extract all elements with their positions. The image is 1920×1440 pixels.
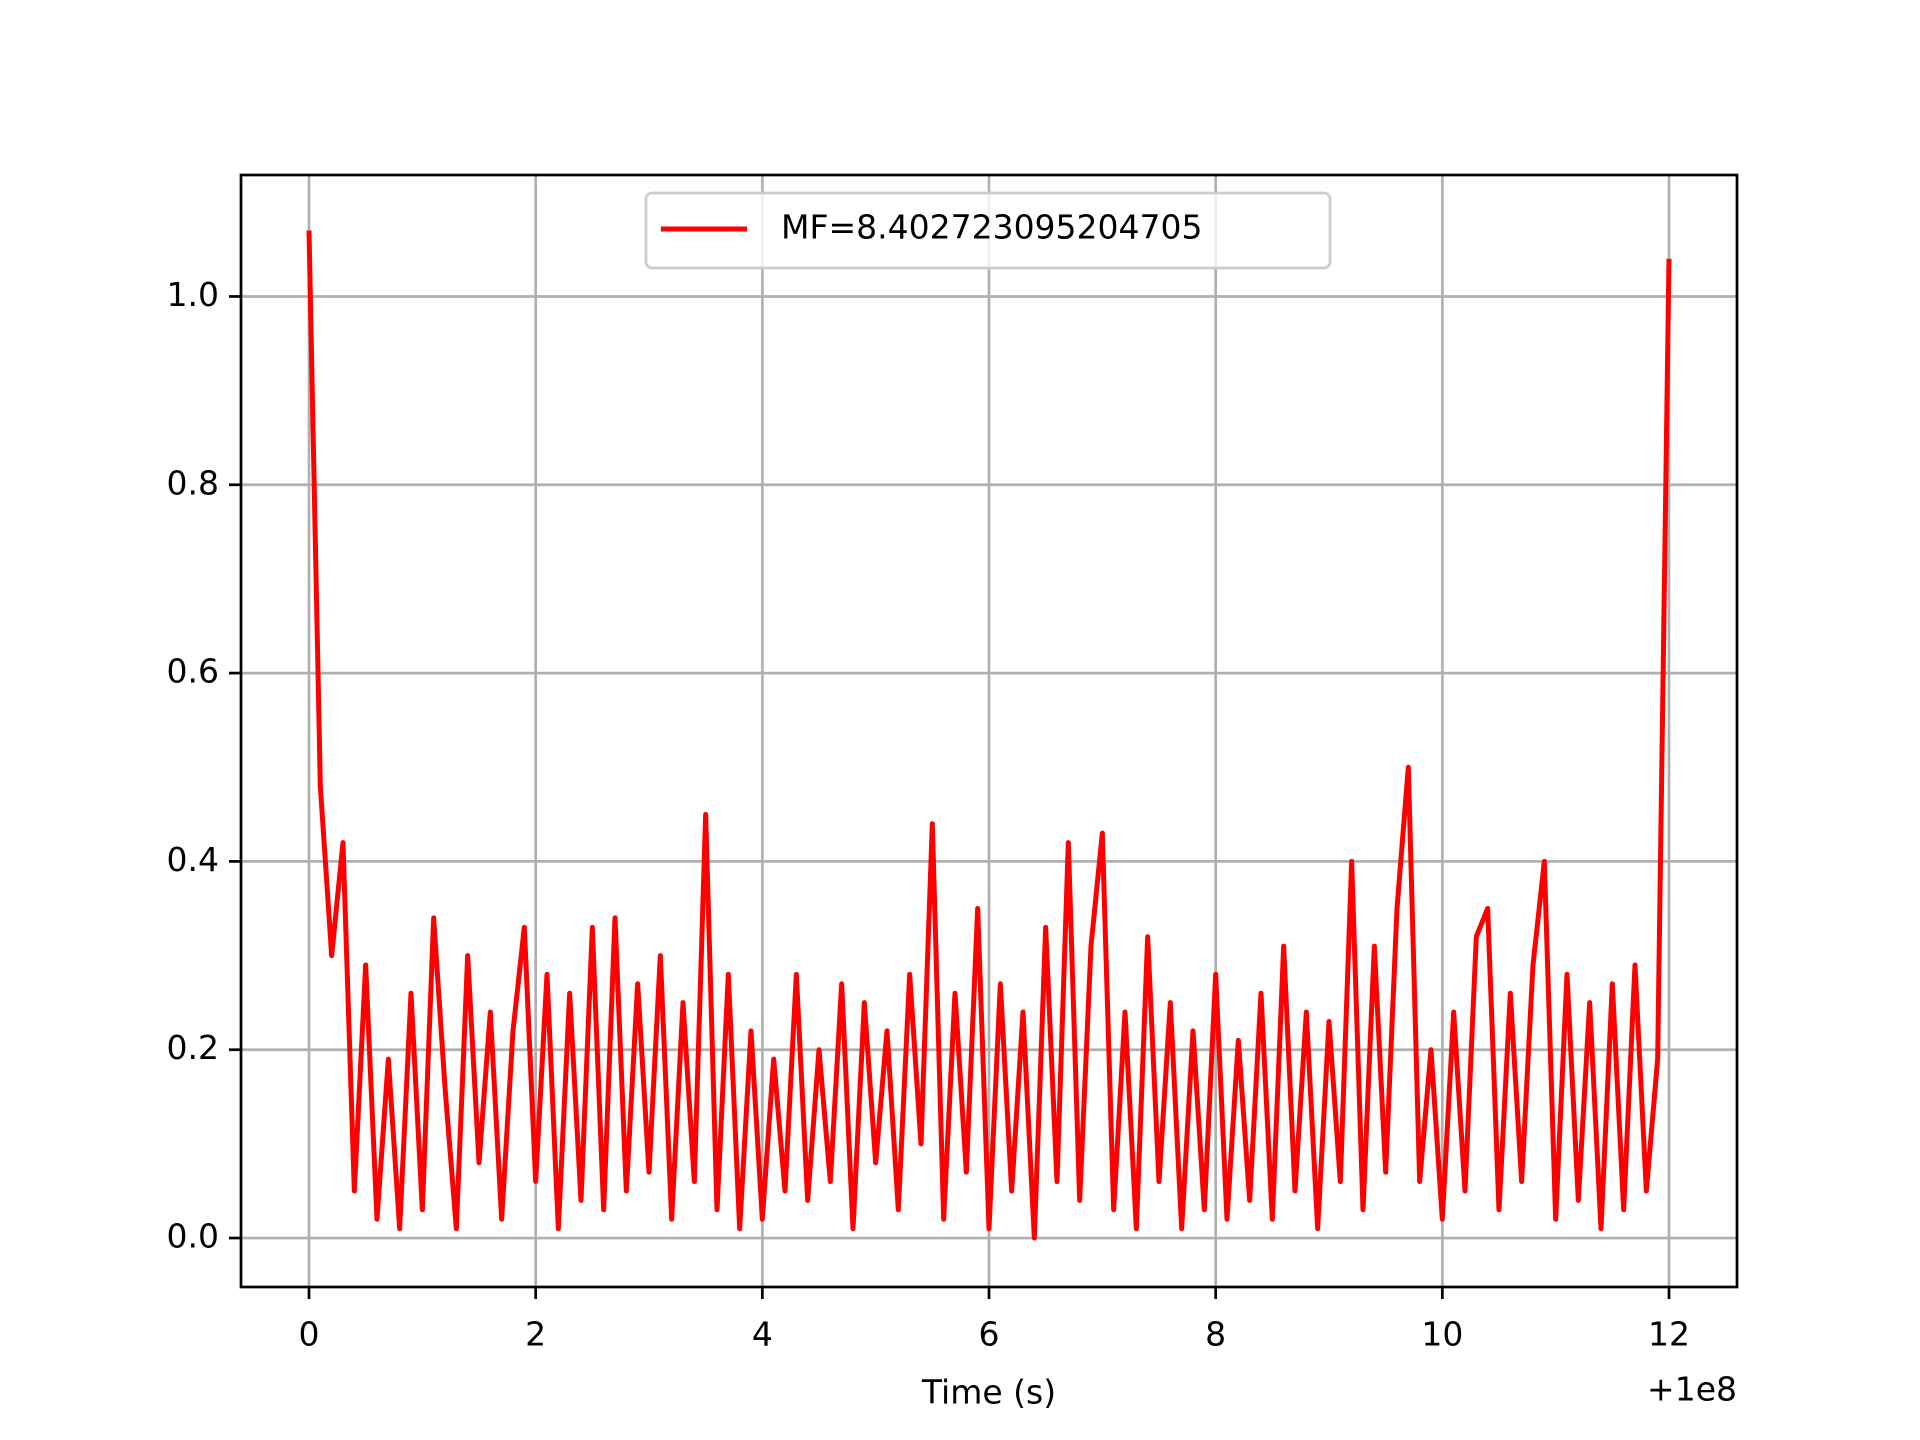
y-tick-label: 0.2 xyxy=(167,1028,219,1067)
x-tick-label: 10 xyxy=(1421,1315,1463,1354)
x-tick-label: 12 xyxy=(1648,1315,1690,1354)
y-tick-label: 1.0 xyxy=(167,275,219,314)
legend-label: MF=8.402723095204705 xyxy=(781,208,1203,247)
x-offset-label: +1e8 xyxy=(1647,1370,1737,1409)
y-tick-label: 0.6 xyxy=(167,652,219,691)
data-line xyxy=(306,230,1672,1241)
legend-box xyxy=(644,191,1332,270)
x-axis-label: Time (s) xyxy=(921,1373,1056,1412)
x-tick-label: 2 xyxy=(525,1315,546,1354)
x-tick-label: 6 xyxy=(979,1315,1000,1354)
x-tick-label: 8 xyxy=(1205,1315,1226,1354)
axes-frame xyxy=(239,173,1739,1289)
y-tick-label: 0.4 xyxy=(167,840,219,879)
x-tick-label: 0 xyxy=(299,1315,320,1354)
y-tick-label: 0.8 xyxy=(167,463,219,502)
y-tick-label: 0.0 xyxy=(167,1217,219,1256)
x-tick-label: 4 xyxy=(752,1315,773,1354)
